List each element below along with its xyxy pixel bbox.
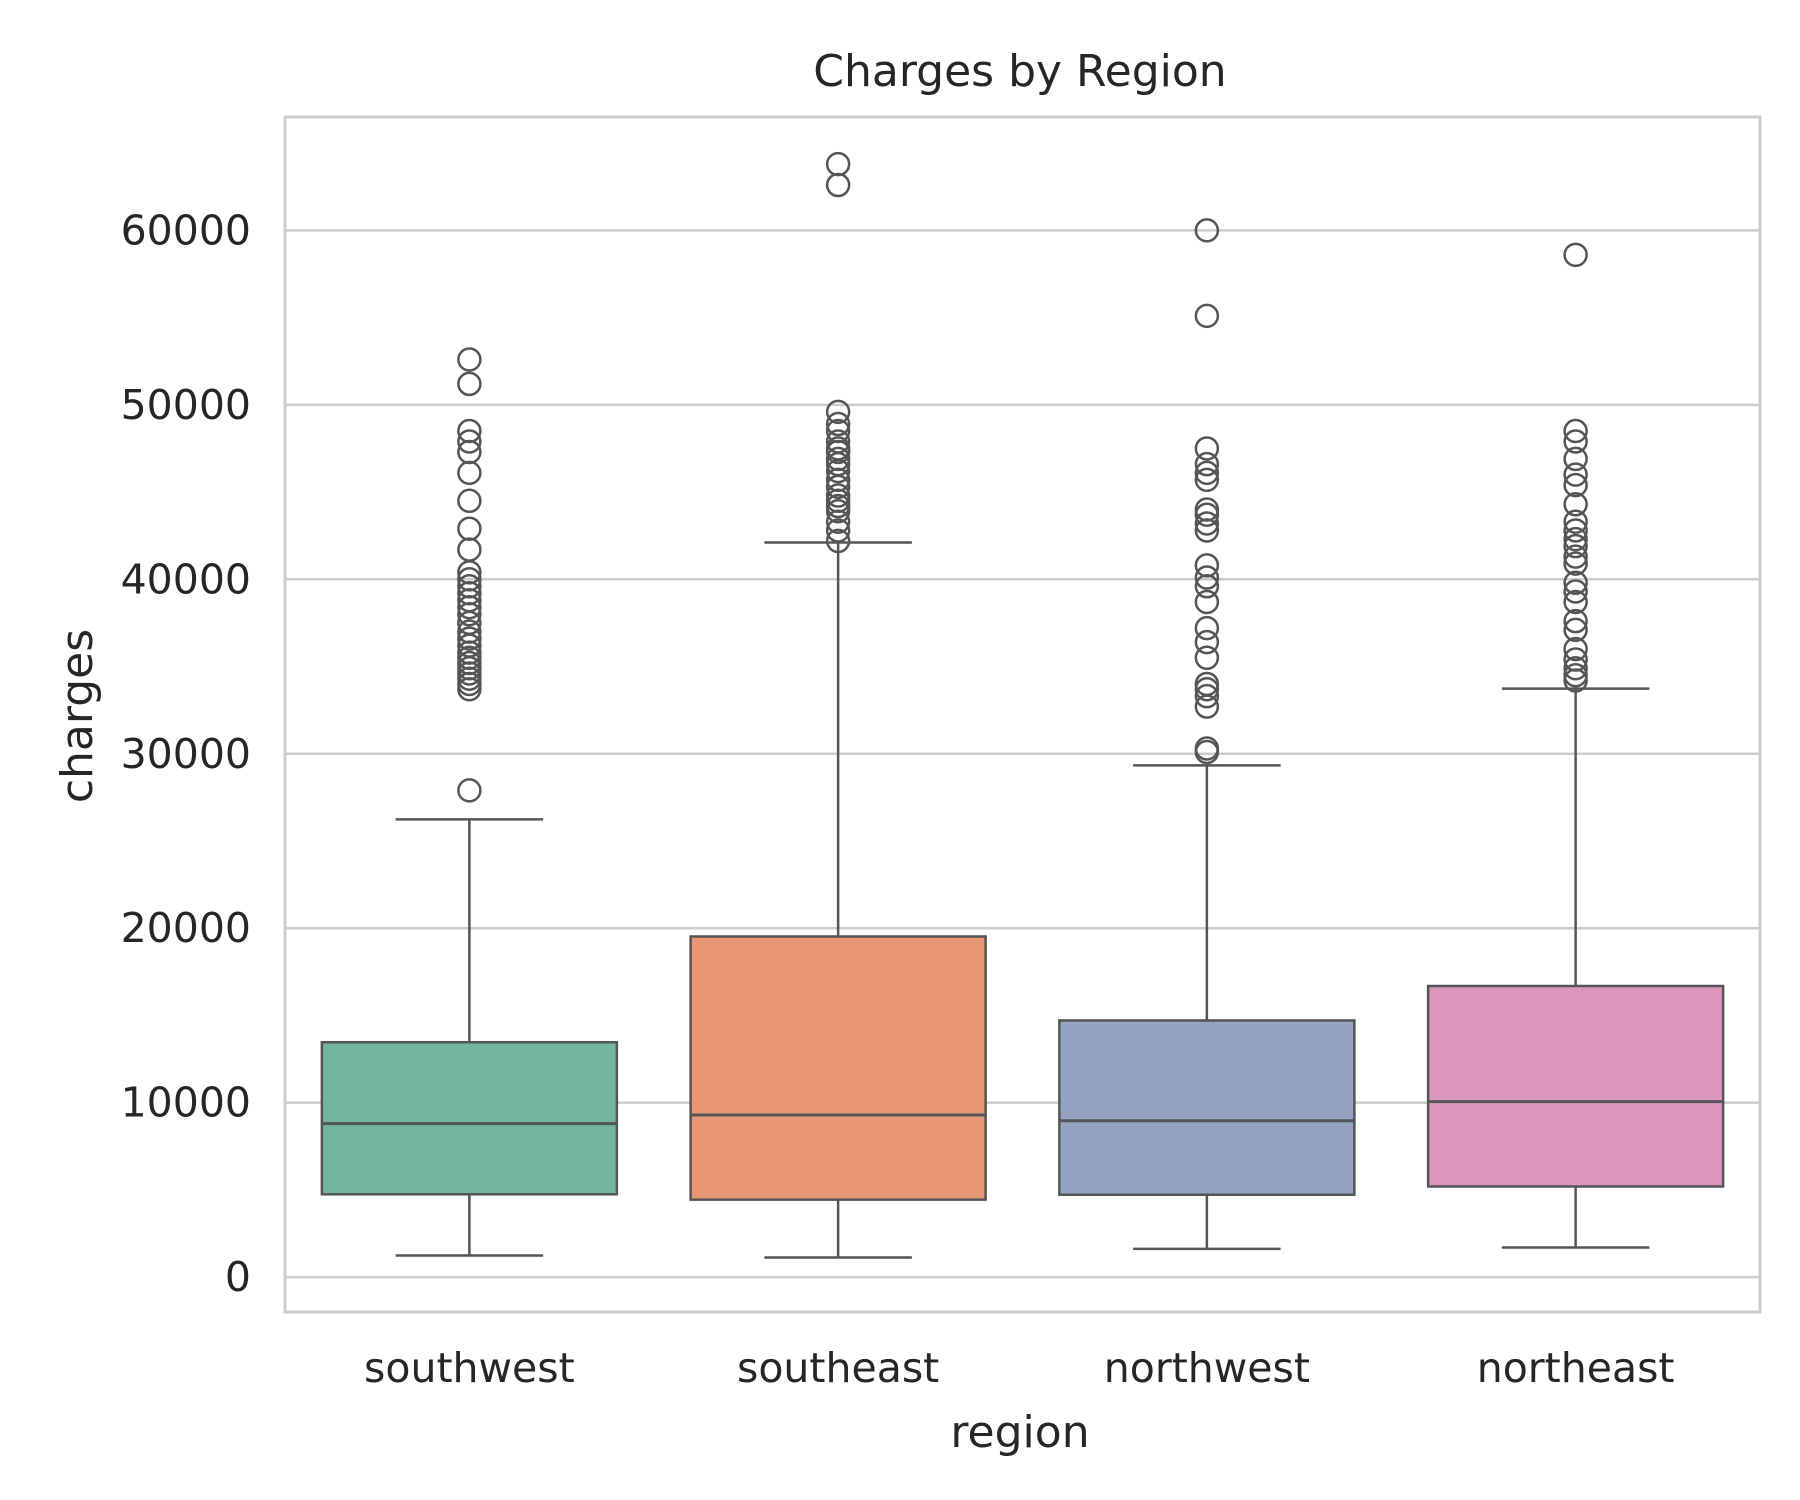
outlier-southwest-23 bbox=[457, 460, 482, 486]
outlier-northwest-17 bbox=[1194, 467, 1220, 493]
outlier-northwest-19 bbox=[1194, 451, 1220, 477]
outlier-northeast-7 bbox=[1563, 589, 1588, 615]
outlier-northeast-15 bbox=[1563, 509, 1588, 534]
outlier-northeast-4 bbox=[1563, 636, 1588, 662]
outlier-northwest-8 bbox=[1194, 615, 1220, 641]
outlier-southwest-22 bbox=[457, 488, 482, 514]
box-group-northwest bbox=[1058, 218, 1356, 1251]
outlier-northeast-18 bbox=[1563, 462, 1588, 487]
y-tick-label-30000: 30000 bbox=[121, 730, 251, 778]
outlier-northeast-6 bbox=[1563, 608, 1588, 634]
outlier-southwest-20 bbox=[457, 537, 482, 562]
outlier-northeast-2 bbox=[1563, 656, 1588, 681]
outlier-northwest-20 bbox=[1194, 436, 1220, 461]
outlier-northeast-16 bbox=[1563, 492, 1588, 517]
outlier-northwest-1 bbox=[1194, 736, 1220, 761]
outlier-northwest-14 bbox=[1194, 511, 1220, 536]
box-group-southeast bbox=[689, 151, 987, 1259]
outlier-northeast-19 bbox=[1563, 446, 1588, 472]
outlier-northwest-11 bbox=[1194, 565, 1220, 590]
y-tick-label-50000: 50000 bbox=[121, 381, 251, 429]
outlier-southeast-17 bbox=[825, 399, 851, 425]
x-tick-labels: southwest southeast northwest northeast bbox=[364, 1344, 1674, 1392]
outlier-northeast-14 bbox=[1563, 518, 1588, 543]
boxes-layer bbox=[320, 151, 1725, 1259]
outlier-northwest-6 bbox=[1194, 645, 1220, 671]
outlier-southwest-10 bbox=[457, 626, 482, 651]
outlier-northwest-22 bbox=[1194, 218, 1220, 243]
outlier-southeast-1 bbox=[825, 518, 851, 543]
outlier-northeast-13 bbox=[1563, 526, 1588, 552]
outlier-southeast-14 bbox=[825, 429, 851, 454]
outlier-northwest-18 bbox=[1194, 460, 1220, 486]
y-tick-label-10000: 10000 bbox=[121, 1079, 251, 1127]
chart-title: Charges by Region bbox=[813, 46, 1226, 97]
y-tick-label-40000: 40000 bbox=[121, 555, 251, 603]
outlier-southwest-25 bbox=[457, 429, 482, 454]
outlier-southeast-0 bbox=[825, 528, 851, 554]
outlier-southwest-21 bbox=[457, 516, 482, 541]
outlier-southeast-19 bbox=[825, 151, 851, 177]
outlier-southwest-17 bbox=[457, 574, 482, 599]
outlier-northeast-3 bbox=[1563, 647, 1588, 672]
outlier-northeast-20 bbox=[1563, 429, 1588, 454]
outlier-northeast-22 bbox=[1563, 242, 1588, 268]
box-northwest bbox=[1058, 1019, 1356, 1197]
outlier-northwest-3 bbox=[1194, 683, 1220, 709]
plot-frame bbox=[283, 115, 1762, 1314]
outlier-southeast-13 bbox=[825, 436, 851, 461]
x-tick-label-northwest: northwest bbox=[1104, 1344, 1310, 1392]
outlier-southwest-0 bbox=[457, 778, 482, 803]
outlier-northeast-9 bbox=[1563, 570, 1588, 596]
x-axis-label: region bbox=[950, 1407, 1089, 1458]
y-tick-label-60000: 60000 bbox=[121, 206, 251, 254]
box-group-southwest bbox=[320, 347, 619, 1257]
y-tick-label-20000: 20000 bbox=[121, 904, 251, 952]
outlier-northwest-7 bbox=[1194, 629, 1220, 655]
outlier-northeast-5 bbox=[1563, 617, 1588, 643]
outlier-southeast-6 bbox=[825, 483, 851, 508]
outlier-northeast-12 bbox=[1563, 533, 1588, 559]
outlier-northwest-21 bbox=[1194, 303, 1220, 329]
box-northeast bbox=[1426, 984, 1725, 1188]
box-group-northeast bbox=[1426, 242, 1725, 1249]
outlier-southeast-16 bbox=[825, 411, 851, 437]
outlier-northeast-1 bbox=[1563, 662, 1588, 688]
outlier-northeast-11 bbox=[1563, 544, 1588, 569]
outlier-southwest-28 bbox=[457, 347, 482, 372]
outlier-southeast-11 bbox=[825, 446, 851, 472]
outlier-southwest-27 bbox=[457, 371, 482, 397]
y-tick-label-0: 0 bbox=[225, 1253, 251, 1301]
outlier-northeast-21 bbox=[1563, 418, 1588, 444]
outlier-northwest-12 bbox=[1194, 553, 1220, 578]
x-tick-label-southeast: southeast bbox=[737, 1344, 939, 1392]
outlier-southeast-15 bbox=[825, 418, 851, 444]
outlier-northwest-9 bbox=[1194, 589, 1220, 615]
x-tick-label-northeast: northeast bbox=[1477, 1344, 1675, 1392]
outlier-northeast-17 bbox=[1563, 472, 1588, 498]
y-axis-label: charges bbox=[52, 629, 103, 803]
outlier-northwest-16 bbox=[1194, 497, 1220, 522]
y-tick-labels: 0 10000 20000 30000 40000 50000 60000 bbox=[121, 206, 251, 1301]
x-tick-label-southwest: southwest bbox=[364, 1344, 575, 1392]
outlier-northwest-5 bbox=[1194, 671, 1220, 697]
box-southeast bbox=[689, 935, 987, 1201]
outlier-southeast-18 bbox=[825, 172, 851, 198]
outlier-southwest-18 bbox=[457, 567, 482, 592]
outlier-northeast-8 bbox=[1563, 579, 1588, 604]
outlier-northeast-10 bbox=[1563, 551, 1588, 576]
box-southwest bbox=[320, 1040, 619, 1196]
outlier-southwest-26 bbox=[457, 418, 482, 444]
outlier-southwest-11 bbox=[457, 619, 482, 644]
